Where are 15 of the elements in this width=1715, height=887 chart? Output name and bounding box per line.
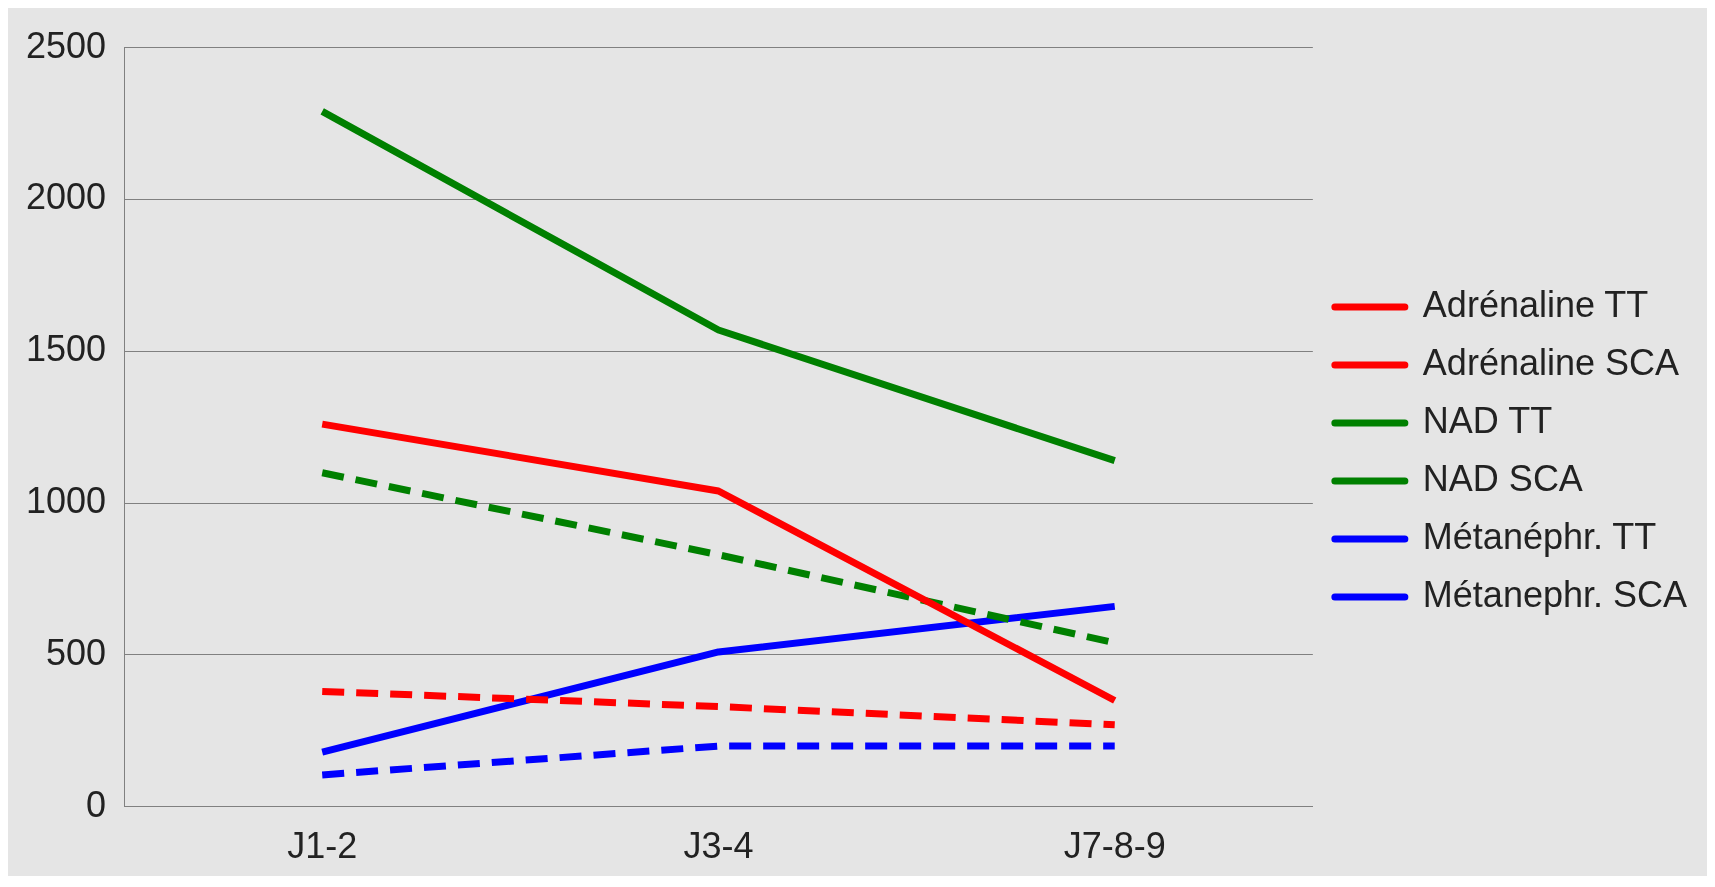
legend-label: NAD SCA xyxy=(1422,457,1583,499)
y-tick-label: 2500 xyxy=(25,24,107,66)
y-tick-label: 1500 xyxy=(25,328,107,370)
y-tick-label: 0 xyxy=(86,783,107,825)
legend-label: Métanephr. SCA xyxy=(1422,573,1688,615)
x-tick-label: J1-2 xyxy=(287,825,358,867)
legend-label: Adrénaline TT xyxy=(1422,283,1649,325)
legend-label: Métanéphr. TT xyxy=(1422,515,1657,557)
y-tick-label: 1000 xyxy=(25,480,107,522)
legend-label: NAD TT xyxy=(1422,399,1553,441)
y-tick-label: 500 xyxy=(46,631,107,673)
x-tick-label: J7-8-9 xyxy=(1063,825,1166,867)
y-tick-label: 2000 xyxy=(25,176,107,218)
legend-label: Adrénaline SCA xyxy=(1422,341,1680,383)
x-tick-label: J3-4 xyxy=(683,825,754,867)
